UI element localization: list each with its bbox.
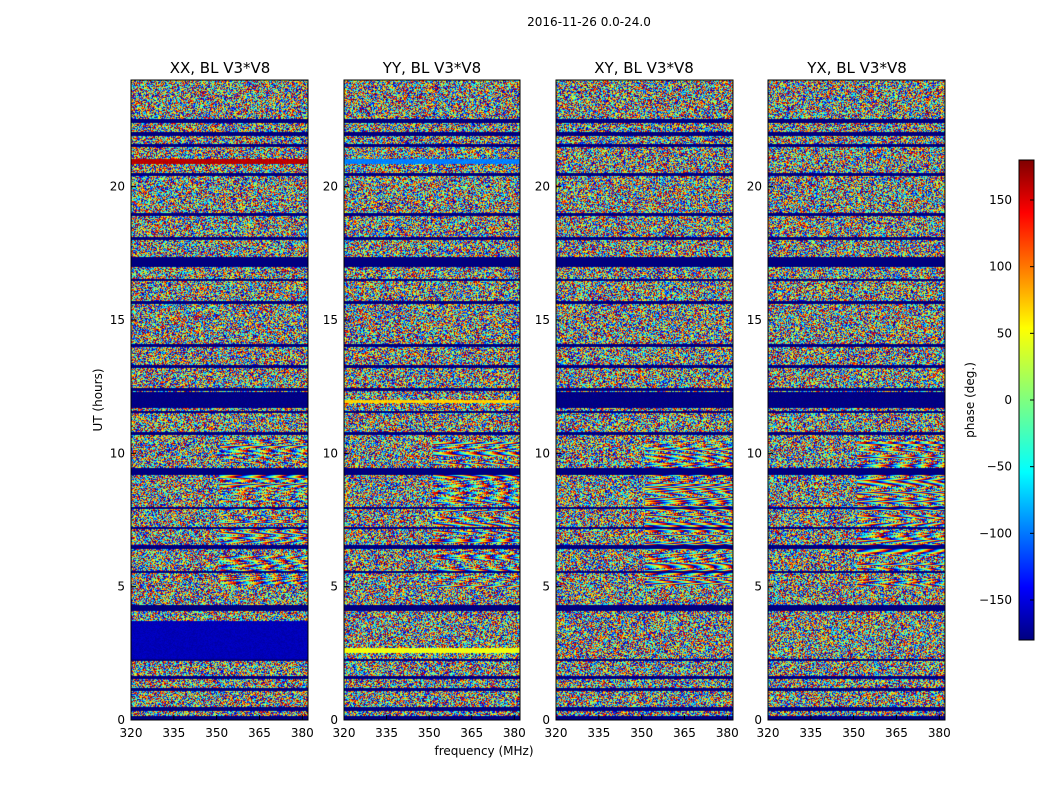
x-tick-label: 380 xyxy=(716,726,739,740)
panel-yy: YY, BL V3*V8 xyxy=(343,59,521,721)
x-tick-label: 335 xyxy=(799,726,822,740)
x-tick-label: 335 xyxy=(375,726,398,740)
y-tick-label: 15 xyxy=(535,313,550,327)
colorbar-tick-label: −150 xyxy=(979,593,1012,607)
colorbar-tick-label: 0 xyxy=(1004,393,1012,407)
x-tick-label: 365 xyxy=(460,726,483,740)
y-tick-label: 0 xyxy=(117,713,125,727)
y-tick-label: 10 xyxy=(110,446,125,460)
colorbar-gradient xyxy=(1019,160,1034,640)
colorbar-tick-label: −100 xyxy=(979,526,1012,540)
y-tick-label: 5 xyxy=(542,580,550,594)
x-tick-label: 380 xyxy=(928,726,951,740)
heatmap-yx xyxy=(768,80,945,720)
figure-suptitle: 2016-11-26 0.0-24.0 xyxy=(527,15,651,29)
y-axis-label: UT (hours) xyxy=(91,368,105,431)
y-tick-label: 5 xyxy=(330,580,338,594)
y-tick-label: 15 xyxy=(110,313,125,327)
panel-title-yx: YX, BL V3*V8 xyxy=(806,59,907,77)
heatmap-yy xyxy=(344,80,520,720)
x-tick-label: 365 xyxy=(248,726,271,740)
x-tick-label: 320 xyxy=(545,726,568,740)
x-tick-label: 365 xyxy=(673,726,696,740)
panel-xy: XY, BL V3*V8 xyxy=(555,59,734,721)
y-tick-label: 0 xyxy=(542,713,550,727)
y-tick-label: 15 xyxy=(323,313,338,327)
x-tick-label: 335 xyxy=(587,726,610,740)
x-tick-label: 350 xyxy=(418,726,441,740)
y-tick-label: 20 xyxy=(747,180,762,194)
heatmap-xy xyxy=(556,80,733,720)
x-tick-label: 350 xyxy=(205,726,228,740)
colorbar-tick-label: 100 xyxy=(989,260,1012,274)
y-tick-label: 10 xyxy=(323,446,338,460)
x-tick-label: 380 xyxy=(291,726,314,740)
plot-frame-yy xyxy=(343,79,521,721)
plot-frame-yx xyxy=(767,79,946,721)
y-tick-label: 10 xyxy=(747,446,762,460)
plot-frame-xx xyxy=(130,79,309,721)
colorbar: 150 100 50 0 −50 −100 −150 phase (deg.) xyxy=(963,159,1035,641)
y-tick-label: 0 xyxy=(754,713,762,727)
panel-xx: XX, BL V3*V8 xyxy=(130,59,309,721)
y-tick-label: 20 xyxy=(110,180,125,194)
plot-frame-xy xyxy=(555,79,734,721)
y-tick-label: 0 xyxy=(330,713,338,727)
y-tick-label: 5 xyxy=(754,580,762,594)
x-tick-label: 320 xyxy=(757,726,780,740)
panel-title-xy: XY, BL V3*V8 xyxy=(594,59,694,77)
x-tick-label: 380 xyxy=(503,726,526,740)
x-tick-label: 365 xyxy=(885,726,908,740)
axis-ticks: 320 335 350 365 380 0 5 10 15 20 320 335 350 365 380 0 5… xyxy=(110,180,951,740)
y-tick-label: 10 xyxy=(535,446,550,460)
heatmap-xx xyxy=(131,80,308,720)
panel-yx: YX, BL V3*V8 xyxy=(767,59,946,721)
x-axis-label: frequency (MHz) xyxy=(434,744,533,758)
x-tick-label: 350 xyxy=(842,726,865,740)
y-tick-label: 20 xyxy=(535,180,550,194)
colorbar-ticks: 150 100 50 0 −50 −100 −150 xyxy=(979,193,1034,607)
x-tick-label: 320 xyxy=(120,726,143,740)
x-tick-label: 335 xyxy=(162,726,185,740)
x-tick-label: 350 xyxy=(630,726,653,740)
panel-title-yy: YY, BL V3*V8 xyxy=(382,59,481,77)
colorbar-label: phase (deg.) xyxy=(963,362,977,438)
y-tick-label: 15 xyxy=(747,313,762,327)
y-tick-label: 5 xyxy=(117,580,125,594)
colorbar-tick-label: −50 xyxy=(987,460,1012,474)
x-tick-label: 320 xyxy=(333,726,356,740)
colorbar-tick-label: 50 xyxy=(997,326,1012,340)
panel-title-xx: XX, BL V3*V8 xyxy=(170,59,271,77)
colorbar-tick-label: 150 xyxy=(989,193,1012,207)
y-tick-label: 20 xyxy=(323,180,338,194)
